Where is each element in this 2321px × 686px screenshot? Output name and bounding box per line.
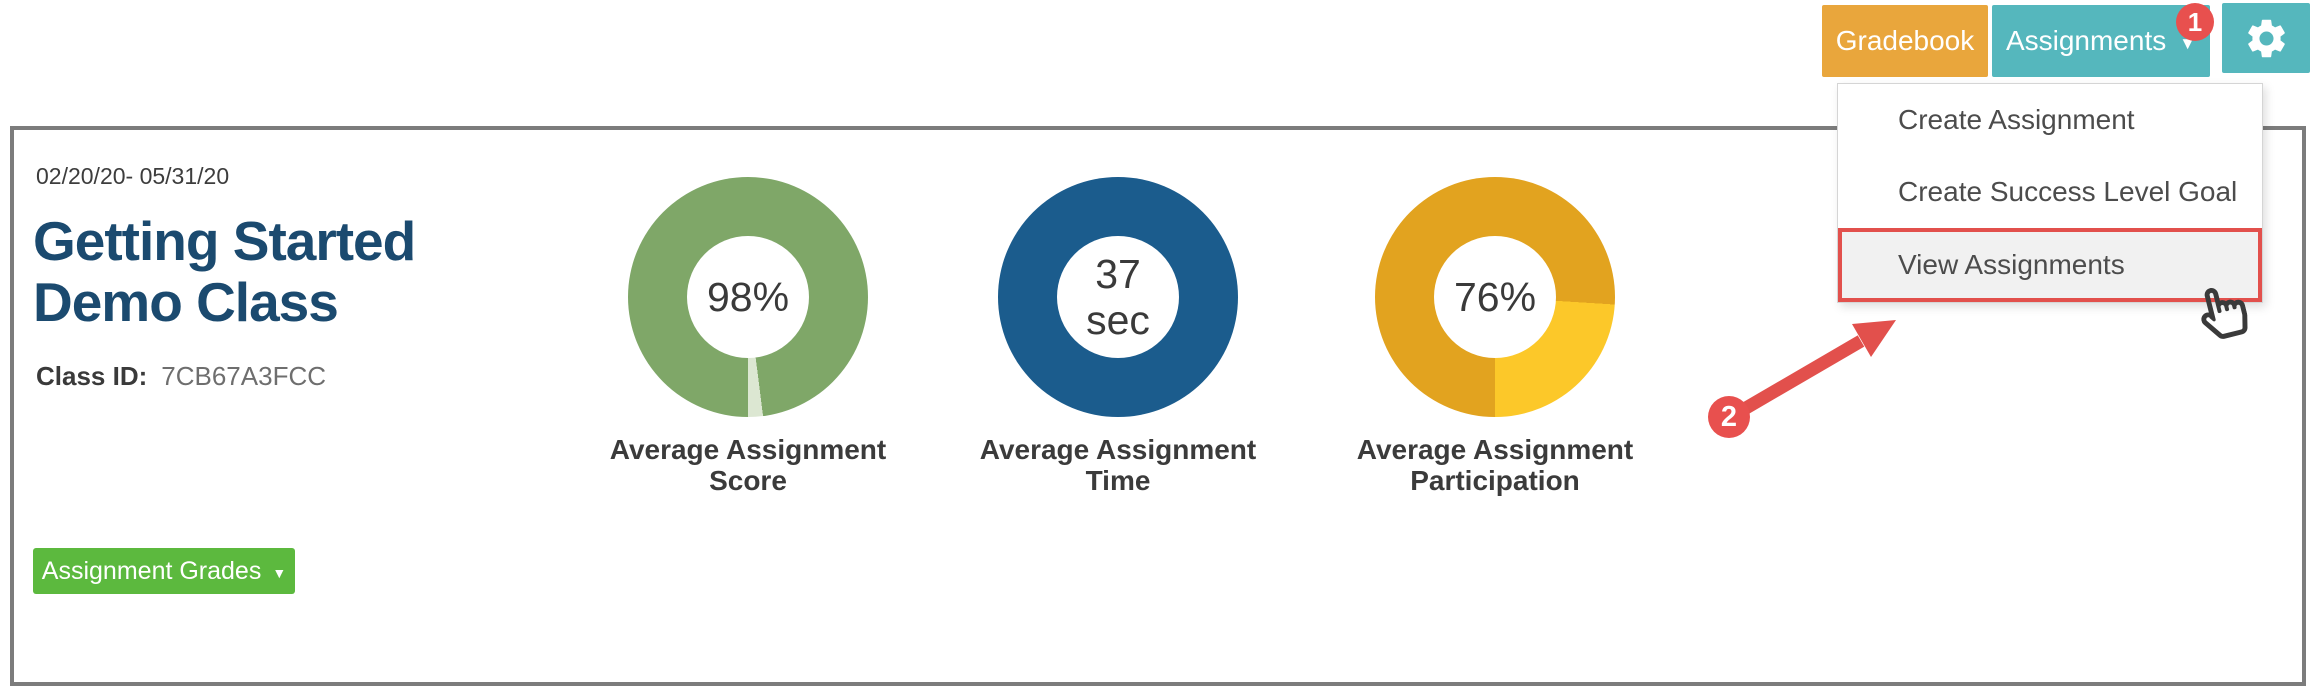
menu-item-create-success-level-goal[interactable]: Create Success Level Goal	[1838, 156, 2262, 228]
class-date-range: 02/20/20- 05/31/20	[36, 163, 230, 189]
page-title-line-2: Demo Class	[33, 271, 339, 333]
donut-label-time: Average Assignment Time	[918, 434, 1318, 496]
annotation-step-2-badge: 2	[1708, 396, 1750, 438]
donut-label-line1: Average Assignment	[1356, 434, 1634, 465]
donut-center-value: 37 sec	[1057, 236, 1179, 358]
donut-center-value: 76%	[1434, 236, 1556, 358]
assignment-grades-button[interactable]: Assignment Grades ▼	[33, 548, 295, 594]
page-title: Getting Started Demo Class	[33, 210, 416, 333]
donut-chart-average-assignment-participation: 76%	[1375, 177, 1615, 417]
donut-label-line2: Participation	[1410, 465, 1580, 496]
donut-label-score: Average Assignment Score	[548, 434, 948, 496]
donut-center-line1: 76%	[1453, 274, 1537, 320]
donut-label-line1: Average Assignment	[979, 434, 1257, 465]
menu-item-view-assignments[interactable]: View Assignments	[1838, 228, 2262, 302]
donut-center-value: 98%	[687, 236, 809, 358]
donut-center-line1: 98%	[706, 274, 790, 320]
annotation-arrow	[1742, 320, 1896, 414]
class-id-label: Class ID:	[36, 361, 148, 391]
assignment-grades-label: Assignment Grades	[41, 556, 262, 585]
donut-center-line1: 37	[1095, 251, 1141, 297]
assignments-button[interactable]: Assignments ▼	[1992, 5, 2210, 77]
assignments-dropdown-menu: Create Assignment Create Success Level G…	[1837, 83, 2263, 303]
cursor-pointer-icon	[2194, 278, 2253, 345]
assignments-button-label: Assignments	[2005, 25, 2167, 56]
donut-center-line2: sec	[1086, 297, 1150, 343]
donut-label-participation: Average Assignment Participation	[1295, 434, 1695, 496]
settings-button[interactable]	[2222, 3, 2310, 73]
donut-chart-average-assignment-time: 37 sec	[998, 177, 1238, 417]
annotation-step-1-badge: 1	[2176, 3, 2214, 41]
donut-label-line1: Average Assignment	[609, 434, 887, 465]
donut-label-line2: Score	[709, 465, 787, 496]
class-id-row: Class ID: 7CB67A3FCC	[36, 361, 326, 392]
class-id-value: 7CB67A3FCC	[161, 361, 326, 391]
donut-chart-average-assignment-score: 98%	[628, 177, 868, 417]
chevron-down-icon: ▼	[272, 565, 287, 581]
gear-icon	[2247, 19, 2285, 57]
menu-item-create-assignment[interactable]: Create Assignment	[1838, 84, 2262, 156]
gradebook-button[interactable]: Gradebook	[1822, 5, 1988, 77]
page-title-line-1: Getting Started	[33, 210, 416, 272]
donut-label-line2: Time	[1085, 465, 1151, 496]
